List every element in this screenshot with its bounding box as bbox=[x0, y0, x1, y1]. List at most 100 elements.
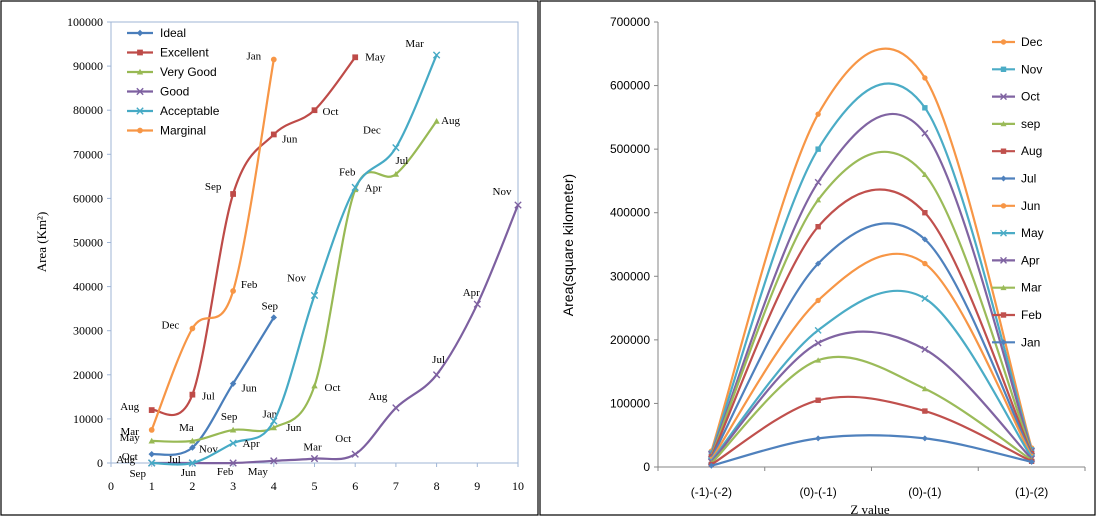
data-point bbox=[1028, 458, 1035, 465]
series-line bbox=[711, 434, 1032, 467]
series-line bbox=[710, 289, 1033, 462]
x-tick-label: (0)-(-1) bbox=[799, 485, 836, 499]
legend-marker bbox=[136, 68, 144, 75]
x-tick-label: (1)-(2) bbox=[1015, 485, 1048, 499]
point-label: Jun bbox=[282, 133, 298, 145]
right-panel-border bbox=[539, 0, 1096, 516]
data-point bbox=[270, 424, 277, 431]
legend-marker bbox=[136, 29, 144, 37]
series-very-good: May Ma Sep Jan Oct Apr Jul Aug bbox=[120, 115, 461, 444]
legend-item: Good bbox=[127, 85, 189, 99]
legend-marker bbox=[1000, 339, 1007, 346]
legend-label: Very Good bbox=[160, 65, 217, 79]
series-marginal: Mar Dec Feb Jan bbox=[121, 50, 277, 438]
legend-marker bbox=[137, 49, 143, 56]
legend-label: Ideal bbox=[160, 26, 186, 40]
data-point bbox=[188, 459, 197, 467]
data-point bbox=[921, 236, 928, 243]
data-point bbox=[148, 437, 155, 444]
data-point bbox=[432, 371, 441, 379]
point-label: Dec bbox=[363, 125, 381, 137]
series-line bbox=[710, 188, 1033, 458]
data-point bbox=[814, 326, 822, 334]
legend-label: Aug bbox=[1021, 144, 1042, 158]
point-label: Sep bbox=[221, 411, 238, 423]
legend-label: Acceptable bbox=[160, 104, 220, 118]
series-line bbox=[151, 316, 275, 456]
data-point bbox=[310, 454, 319, 463]
point-label: Jun bbox=[241, 383, 257, 395]
legend-label: Jun bbox=[1021, 199, 1040, 213]
y-tick-label: 600000 bbox=[610, 79, 650, 93]
legend-label: May bbox=[1021, 226, 1044, 240]
data-point bbox=[815, 111, 821, 117]
y-tick-label: 60000 bbox=[73, 191, 103, 205]
x-tick-label: 7 bbox=[393, 479, 399, 493]
legend-item: Feb bbox=[992, 308, 1042, 322]
data-point bbox=[514, 201, 522, 209]
point-label: Aug bbox=[116, 454, 135, 466]
series-line bbox=[710, 47, 1033, 452]
legend-label: Apr bbox=[1021, 253, 1040, 267]
y-tick-label: 90000 bbox=[73, 59, 103, 73]
point-label: Ma bbox=[179, 422, 194, 434]
y-tick-label: 70000 bbox=[73, 147, 103, 161]
data-point bbox=[392, 404, 400, 412]
point-label: Dec bbox=[162, 319, 180, 331]
legend-item: sep bbox=[992, 117, 1041, 131]
left-y-axis-label: Area (Km²) bbox=[34, 212, 49, 273]
data-point bbox=[189, 437, 196, 444]
point-label: Feb bbox=[339, 166, 356, 178]
series-line bbox=[710, 330, 1033, 463]
point-label: Sep bbox=[129, 468, 146, 480]
point-label: Apr bbox=[463, 287, 480, 299]
data-point bbox=[392, 170, 400, 177]
x-tick-label: 6 bbox=[352, 479, 358, 493]
legend-marker bbox=[1000, 203, 1007, 209]
data-point bbox=[392, 143, 400, 152]
legend-marker bbox=[137, 127, 143, 134]
data-point bbox=[432, 51, 441, 59]
legend-label: Nov bbox=[1021, 62, 1042, 76]
data-point bbox=[922, 105, 928, 111]
x-tick-label: 8 bbox=[434, 479, 440, 493]
legend-marker bbox=[136, 87, 144, 96]
legend-item: May bbox=[992, 226, 1044, 240]
legend-label: Feb bbox=[1021, 308, 1042, 322]
point-label: Oct bbox=[122, 451, 138, 463]
y-tick-label: 10000 bbox=[73, 412, 103, 426]
legend-item: Nov bbox=[992, 62, 1042, 76]
data-point bbox=[270, 131, 277, 138]
point-label: Apr bbox=[365, 183, 382, 195]
data-point bbox=[814, 339, 822, 347]
y-tick-label: 30000 bbox=[73, 324, 103, 338]
legend-item: Apr bbox=[992, 253, 1040, 267]
series-line bbox=[151, 204, 520, 465]
data-point bbox=[922, 75, 928, 81]
point-label: May bbox=[365, 51, 386, 63]
point-label: Nov bbox=[199, 444, 218, 456]
data-point bbox=[815, 357, 822, 363]
legend-label: Mar bbox=[1021, 281, 1042, 295]
data-point bbox=[229, 439, 237, 447]
data-point bbox=[270, 457, 278, 465]
legend-item: Aug bbox=[992, 144, 1042, 158]
right-y-axis-label: Area(square kilometer) bbox=[560, 174, 576, 316]
point-label: Jan bbox=[246, 50, 261, 62]
point-label: Jun bbox=[286, 422, 302, 434]
right-x-ticks: (-1)-(-2) (0)-(-1) (0)-(1) (1)-(2) bbox=[657, 467, 1086, 499]
series-line bbox=[710, 355, 1033, 464]
legend-marker bbox=[1000, 175, 1007, 182]
data-point bbox=[148, 459, 156, 467]
data-point bbox=[148, 427, 155, 433]
data-point bbox=[270, 314, 277, 321]
point-label: Mar bbox=[121, 426, 140, 438]
legend-label: Jul bbox=[1021, 172, 1036, 186]
legend-item: Ideal bbox=[127, 26, 186, 40]
legend-label: Excellent bbox=[160, 46, 209, 60]
legend-item: Excellent bbox=[127, 46, 209, 60]
data-point bbox=[922, 210, 928, 216]
y-tick-label: 40000 bbox=[73, 280, 103, 294]
point-label: Aug bbox=[120, 401, 139, 413]
